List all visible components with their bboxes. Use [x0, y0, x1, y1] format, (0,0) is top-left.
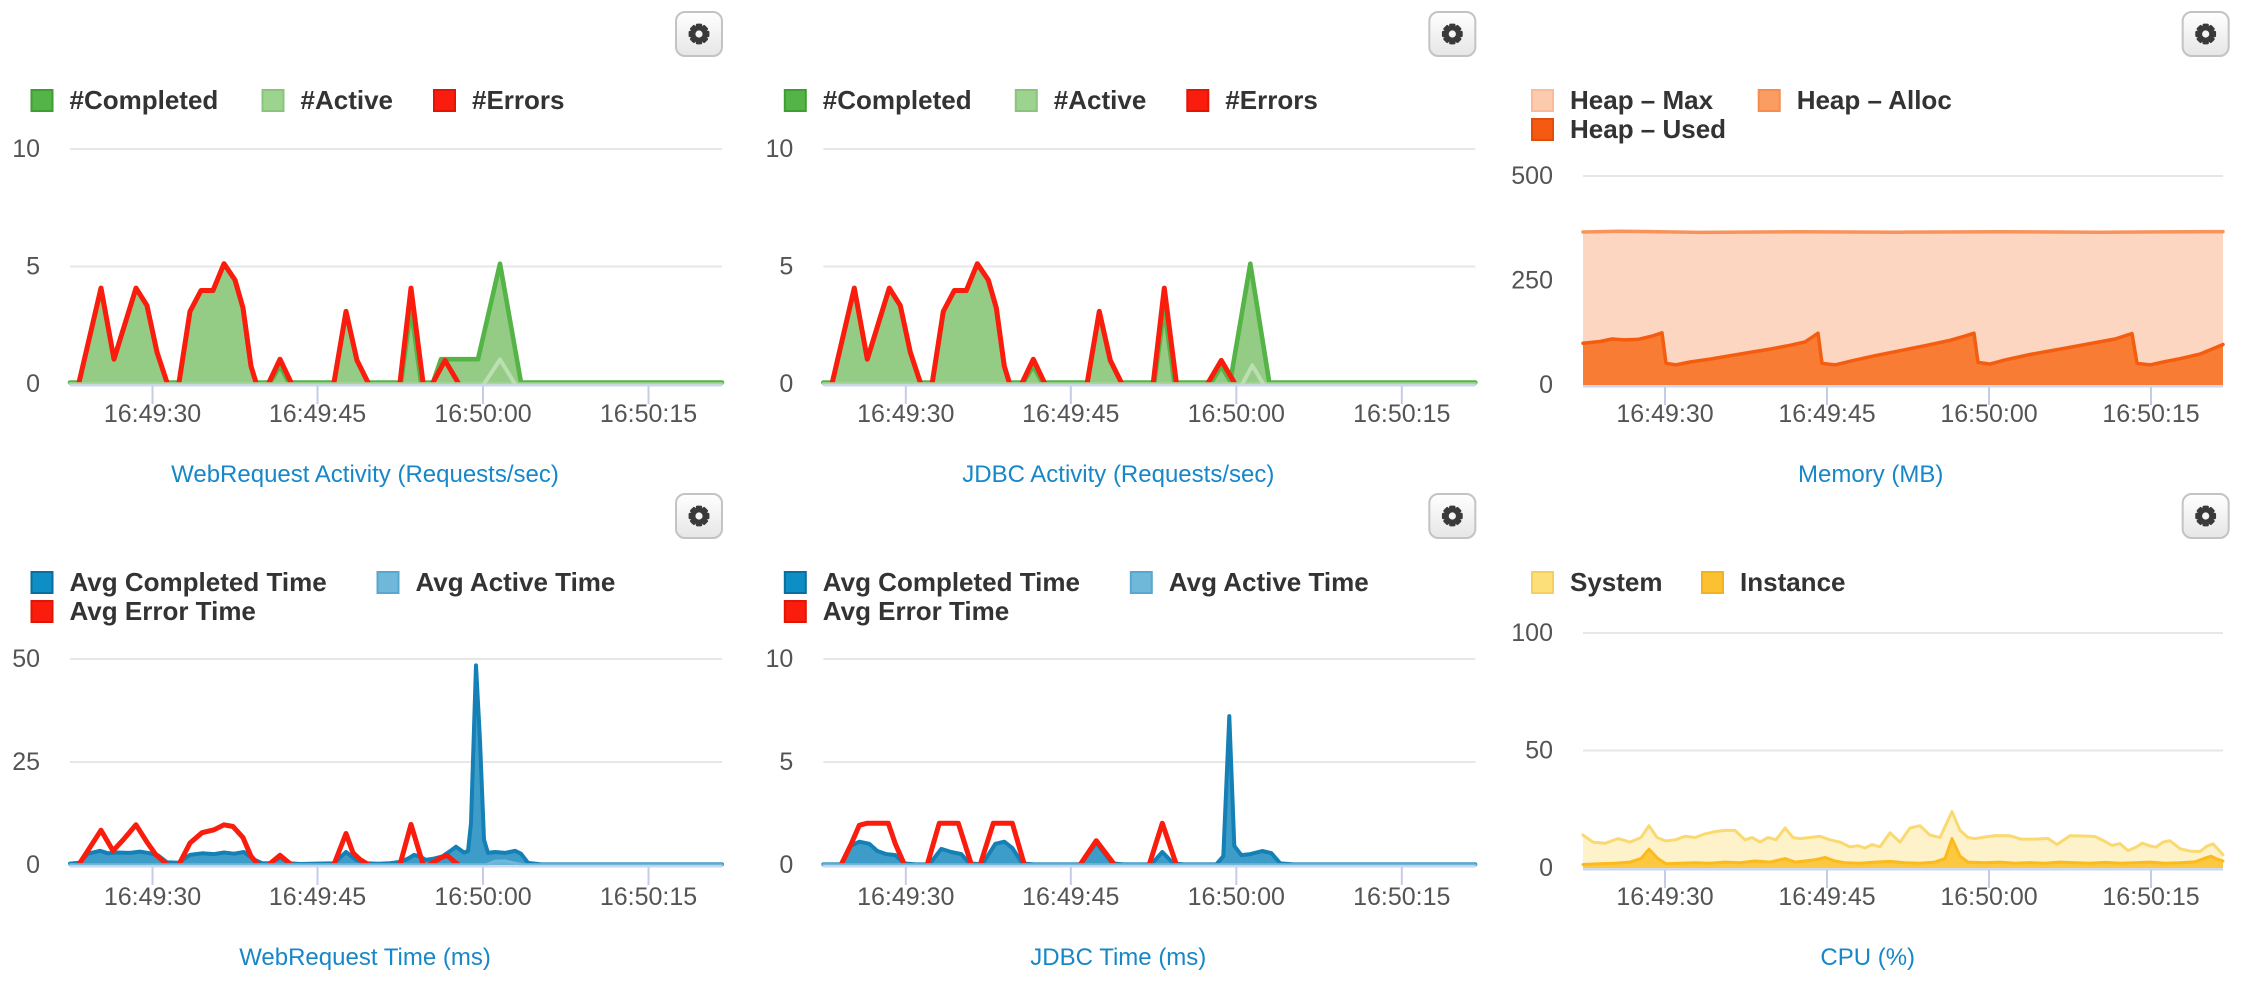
svg-text:Memory (MB): Memory (MB)	[1798, 461, 1943, 488]
svg-text:Avg Completed Time: Avg Completed Time	[70, 567, 327, 597]
svg-text:WebRequest Time (ms): WebRequest Time (ms)	[239, 944, 491, 971]
svg-text:50: 50	[1525, 737, 1553, 765]
svg-text:Heap – Used: Heap – Used	[1570, 114, 1726, 144]
svg-text:System: System	[1570, 567, 1663, 597]
svg-text:Instance: Instance	[1740, 567, 1846, 597]
svg-text:5: 5	[779, 748, 793, 776]
svg-text:JDBC Time (ms): JDBC Time (ms)	[1030, 944, 1206, 971]
svg-text:#Active: #Active	[301, 85, 394, 115]
svg-text:0: 0	[1539, 854, 1553, 882]
svg-text:100: 100	[1511, 619, 1553, 647]
svg-text:16:49:30: 16:49:30	[857, 883, 954, 911]
svg-text:500: 500	[1511, 162, 1553, 190]
svg-text:16:50:00: 16:50:00	[434, 883, 531, 911]
svg-text:16:49:45: 16:49:45	[269, 400, 366, 428]
svg-text:#Completed: #Completed	[70, 85, 219, 115]
svg-text:0: 0	[26, 370, 40, 398]
svg-text:0: 0	[779, 851, 793, 879]
svg-text:JDBC Activity (Requests/sec): JDBC Activity (Requests/sec)	[962, 461, 1274, 488]
svg-text:10: 10	[12, 135, 40, 163]
svg-text:10: 10	[766, 135, 794, 163]
svg-text:16:49:45: 16:49:45	[1022, 400, 1119, 428]
svg-text:Heap – Max: Heap – Max	[1570, 85, 1714, 115]
svg-text:16:50:15: 16:50:15	[1353, 883, 1450, 911]
svg-text:50: 50	[12, 645, 40, 673]
svg-text:Avg Completed Time: Avg Completed Time	[823, 567, 1080, 597]
svg-text:Avg Error Time: Avg Error Time	[70, 596, 256, 626]
svg-text:16:49:45: 16:49:45	[1022, 883, 1119, 911]
svg-text:5: 5	[779, 253, 793, 281]
svg-text:#Active: #Active	[1054, 85, 1147, 115]
svg-text:#Errors: #Errors	[1225, 85, 1318, 115]
svg-text:16:50:00: 16:50:00	[1188, 400, 1285, 428]
svg-text:16:50:15: 16:50:15	[600, 883, 697, 911]
svg-text:16:50:15: 16:50:15	[1353, 400, 1450, 428]
svg-text:10: 10	[766, 645, 794, 673]
svg-text:Avg Error Time: Avg Error Time	[823, 596, 1009, 626]
svg-text:#Errors: #Errors	[472, 85, 565, 115]
svg-text:0: 0	[779, 370, 793, 398]
svg-text:Heap – Alloc: Heap – Alloc	[1797, 85, 1952, 115]
svg-text:16:49:30: 16:49:30	[104, 883, 201, 911]
svg-text:#Completed: #Completed	[823, 85, 972, 115]
svg-text:WebRequest Activity (Requests/: WebRequest Activity (Requests/sec)	[171, 461, 559, 488]
svg-text:16:50:15: 16:50:15	[600, 400, 697, 428]
svg-text:16:50:00: 16:50:00	[1188, 883, 1285, 911]
svg-text:CPU (%): CPU (%)	[1820, 944, 1915, 971]
svg-text:16:49:45: 16:49:45	[269, 883, 366, 911]
svg-text:25: 25	[12, 748, 40, 776]
svg-text:0: 0	[26, 851, 40, 879]
svg-text:16:49:30: 16:49:30	[104, 400, 201, 428]
svg-text:Avg Active Time: Avg Active Time	[1169, 567, 1369, 597]
svg-text:0: 0	[1539, 371, 1553, 399]
svg-text:16:50:00: 16:50:00	[434, 400, 531, 428]
svg-text:5: 5	[26, 253, 40, 281]
svg-text:16:49:30: 16:49:30	[857, 400, 954, 428]
svg-text:Avg Active Time: Avg Active Time	[416, 567, 616, 597]
svg-text:250: 250	[1511, 267, 1553, 295]
